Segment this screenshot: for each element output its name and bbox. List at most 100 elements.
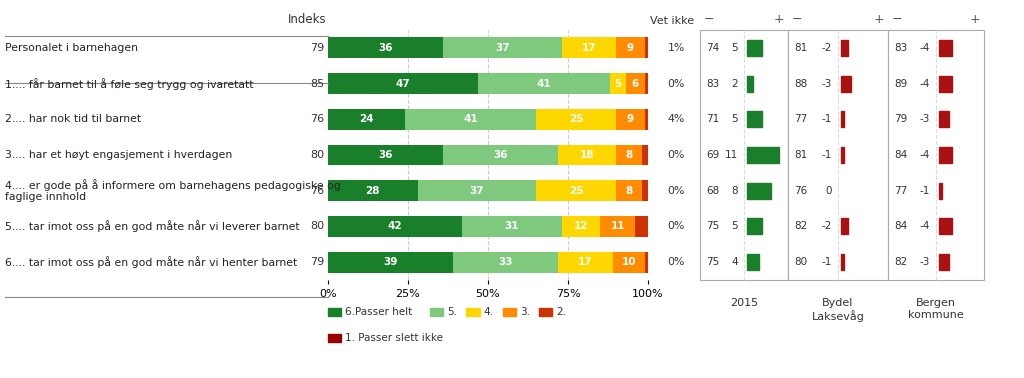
Bar [600, 216, 635, 237]
Text: 8: 8 [626, 150, 633, 160]
Text: 10: 10 [622, 257, 636, 267]
Text: 33: 33 [499, 257, 513, 267]
Text: 36: 36 [378, 43, 393, 53]
Text: 80: 80 [310, 222, 324, 231]
Bar [642, 180, 648, 201]
Text: -2: -2 [821, 222, 831, 231]
Text: 31: 31 [505, 222, 519, 231]
Text: 17: 17 [582, 43, 596, 53]
Text: 41: 41 [537, 79, 551, 88]
Text: 2: 2 [731, 79, 738, 88]
Text: 76: 76 [795, 186, 807, 196]
Text: 83: 83 [894, 43, 907, 53]
Text: -3: -3 [920, 257, 930, 267]
Text: 84: 84 [894, 150, 907, 160]
Text: -1: -1 [821, 114, 831, 124]
Text: Bergen
kommune: Bergen kommune [908, 298, 964, 320]
Bar [328, 252, 453, 273]
Text: −: − [793, 13, 803, 26]
Text: 74: 74 [707, 43, 720, 53]
Text: +: + [970, 13, 980, 26]
Text: 80: 80 [310, 150, 324, 160]
Text: 77: 77 [795, 114, 807, 124]
Text: -3: -3 [920, 114, 930, 124]
Text: 77: 77 [894, 186, 907, 196]
Text: 1.... får barnet til å føle seg trygg og ivaretatt: 1.... får barnet til å føle seg trygg og… [5, 77, 254, 90]
Text: 42: 42 [388, 222, 402, 231]
Text: -3: -3 [821, 79, 831, 88]
Bar [561, 37, 616, 58]
Text: -4: -4 [920, 43, 930, 53]
Bar [645, 37, 648, 58]
Text: 0: 0 [825, 186, 831, 196]
Bar [328, 37, 443, 58]
Text: 39: 39 [383, 257, 397, 267]
Text: 8: 8 [731, 186, 738, 196]
Text: 4: 4 [731, 257, 738, 267]
Text: 1%: 1% [668, 43, 685, 53]
Text: 25: 25 [568, 186, 584, 196]
Text: 2.... har nok tid til barnet: 2.... har nok tid til barnet [5, 114, 141, 124]
Text: 2015: 2015 [730, 298, 758, 308]
Text: 82: 82 [795, 222, 807, 231]
Text: 2.: 2. [557, 307, 566, 317]
Text: 17: 17 [579, 257, 593, 267]
Text: 0%: 0% [668, 79, 685, 88]
Text: 18: 18 [580, 150, 595, 160]
Text: 37: 37 [495, 43, 510, 53]
Text: -1: -1 [821, 257, 831, 267]
Text: 0%: 0% [668, 186, 685, 196]
Bar [612, 252, 645, 273]
Text: 6.Passer helt: 6.Passer helt [345, 307, 413, 317]
Text: 25: 25 [568, 114, 584, 124]
Bar [453, 252, 558, 273]
Text: 75: 75 [707, 257, 720, 267]
Bar [616, 37, 645, 58]
Bar [536, 109, 616, 130]
Text: -1: -1 [821, 150, 831, 160]
Bar [645, 252, 648, 273]
Text: 88: 88 [795, 79, 807, 88]
Text: 37: 37 [469, 186, 484, 196]
Bar [328, 73, 478, 94]
Bar [616, 109, 645, 130]
Text: Bydel
Laksevåg: Bydel Laksevåg [812, 298, 864, 322]
Text: 1. Passer slett ikke: 1. Passer slett ikke [345, 333, 443, 343]
Text: -4: -4 [920, 222, 930, 231]
Text: 12: 12 [573, 222, 588, 231]
Text: 83: 83 [707, 79, 720, 88]
Text: 3.: 3. [520, 307, 530, 317]
Text: 5: 5 [614, 79, 622, 88]
Text: −: − [705, 13, 715, 26]
Text: -1: -1 [920, 186, 930, 196]
Text: 11: 11 [725, 150, 738, 160]
Text: 4%: 4% [668, 114, 685, 124]
Text: 0%: 0% [668, 150, 685, 160]
Text: 5.... tar imot oss på en god måte når vi leverer barnet: 5.... tar imot oss på en god måte når vi… [5, 220, 300, 232]
Text: Vet ikke: Vet ikke [650, 16, 694, 26]
Text: 5: 5 [731, 114, 738, 124]
Text: 82: 82 [894, 257, 907, 267]
Bar [443, 37, 561, 58]
Bar [642, 145, 648, 165]
Text: 79: 79 [894, 114, 907, 124]
Bar [443, 145, 558, 165]
Bar [404, 109, 536, 130]
Text: 84: 84 [894, 222, 907, 231]
Text: 79: 79 [309, 43, 324, 53]
Bar [645, 109, 648, 130]
Text: 76: 76 [310, 186, 324, 196]
Text: +: + [773, 13, 784, 26]
Text: 89: 89 [894, 79, 907, 88]
Text: 36: 36 [378, 150, 393, 160]
Text: 6: 6 [632, 79, 639, 88]
Text: 47: 47 [396, 79, 411, 88]
Text: 36: 36 [494, 150, 508, 160]
Bar [328, 216, 463, 237]
Text: 5: 5 [731, 222, 738, 231]
Text: 28: 28 [366, 186, 380, 196]
Text: 69: 69 [707, 150, 720, 160]
Bar [635, 216, 648, 237]
Bar [616, 180, 642, 201]
Text: 5.: 5. [447, 307, 457, 317]
